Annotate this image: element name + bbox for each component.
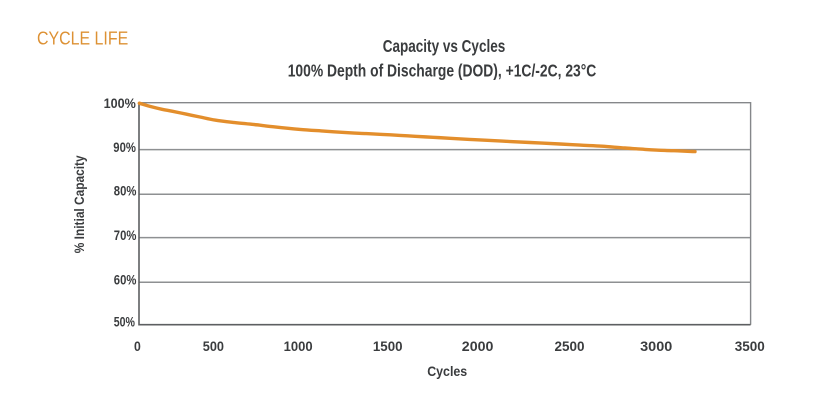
svg-text:2000: 2000 (462, 339, 494, 355)
svg-text:70%: 70% (114, 228, 137, 243)
svg-text:Cycles: Cycles (427, 364, 467, 380)
svg-text:60%: 60% (114, 272, 137, 287)
svg-text:3000: 3000 (640, 339, 672, 355)
svg-text:100%: 100% (104, 96, 136, 111)
svg-text:100% Depth of Discharge (DOD),: 100% Depth of Discharge (DOD), +1C/-2C, … (288, 60, 597, 80)
svg-text:80%: 80% (114, 184, 137, 199)
svg-text:3500: 3500 (735, 339, 765, 355)
svg-text:50%: 50% (114, 314, 135, 329)
svg-text:90%: 90% (113, 140, 136, 155)
svg-text:% Initial Capacity: % Initial Capacity (72, 155, 88, 253)
svg-text:Capacity vs Cycles: Capacity vs Cycles (383, 36, 506, 56)
svg-text:2500: 2500 (555, 339, 585, 355)
svg-text:1000: 1000 (284, 339, 313, 355)
svg-text:500: 500 (203, 339, 224, 355)
svg-text:1500: 1500 (373, 339, 403, 355)
svg-text:CYCLE LIFE: CYCLE LIFE (37, 28, 128, 49)
svg-text:0: 0 (134, 339, 141, 355)
